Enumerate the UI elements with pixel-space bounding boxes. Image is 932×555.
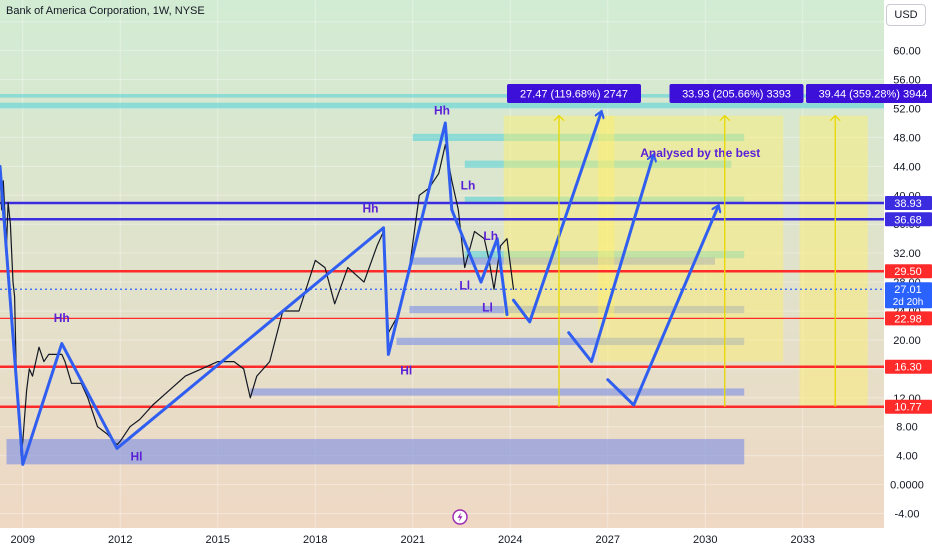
- x-tick-label: 2033: [791, 534, 815, 546]
- y-tick-label: 8.00: [896, 422, 917, 434]
- price-zone: [464, 250, 745, 259]
- measure-label: 27.47 (119.68%) 2747: [520, 89, 628, 101]
- y-tick-label: 60.00: [893, 46, 921, 58]
- price-tag-label: 29.50: [894, 266, 922, 278]
- pattern-label: Analysed by the best: [640, 146, 760, 160]
- price-zone: [0, 102, 884, 109]
- pattern-label: Hl: [400, 364, 412, 378]
- x-tick-label: 2009: [11, 534, 35, 546]
- time-axis-background: [0, 528, 932, 550]
- price-tag: [885, 282, 932, 309]
- price-zone: [0, 94, 884, 98]
- price-tag-label: 27.01: [894, 284, 922, 296]
- y-tick-label: 4.00: [896, 451, 917, 463]
- price-tag: [885, 264, 932, 279]
- measure-arrow: [553, 114, 565, 122]
- y-tick-label: 32.00: [893, 248, 921, 260]
- price-tag: [885, 311, 932, 326]
- y-tick-label: 0.0000: [890, 480, 924, 492]
- lightning-icon[interactable]: [452, 509, 468, 525]
- pattern-label: Hl: [131, 450, 143, 464]
- y-tick-label: -4.00: [894, 509, 919, 521]
- chart-title: Bank of America Corporation, 1W, NYSE: [6, 5, 205, 17]
- price-zone: [396, 337, 745, 346]
- measure-label-box: [507, 84, 641, 104]
- price-tag-label: 16.30: [894, 362, 922, 374]
- pattern-label: Lh: [483, 229, 498, 243]
- price-tag: [885, 196, 932, 211]
- projection-box: [799, 115, 868, 407]
- x-tick-label: 2018: [303, 534, 327, 546]
- pattern-label: Ll: [459, 278, 470, 292]
- pattern-label: Lh: [461, 179, 476, 193]
- price-tag-countdown: 2d 20h: [893, 297, 924, 308]
- y-tick-label: 48.00: [893, 132, 921, 144]
- price-zone: [409, 305, 745, 314]
- price-zone: [412, 133, 745, 142]
- price-tag: [885, 399, 932, 414]
- x-tick-label: 2027: [596, 534, 620, 546]
- price-tag-label: 10.77: [894, 402, 922, 414]
- measure-label-box: [669, 84, 804, 104]
- x-tick-label: 2030: [693, 534, 717, 546]
- measure-label: 39.44 (359.28%) 3944: [819, 89, 928, 101]
- price-tag-label: 36.68: [894, 214, 922, 226]
- y-tick-label: 44.00: [893, 161, 921, 173]
- pattern-zigzag-line: [0, 121, 509, 466]
- pattern-label: Hh: [363, 202, 379, 216]
- price-tag-label: 22.98: [894, 313, 922, 325]
- currency-button[interactable]: USD: [886, 4, 926, 26]
- measure-arrow: [719, 114, 731, 122]
- measure-label-box: [806, 84, 932, 104]
- x-tick-label: 2021: [401, 534, 425, 546]
- price-tag-label: 38.93: [894, 198, 922, 210]
- price-tag: [885, 359, 932, 374]
- measure-arrow: [829, 114, 841, 122]
- price-zone: [464, 160, 732, 168]
- x-tick-label: 2015: [206, 534, 230, 546]
- projection-arrow: [606, 206, 719, 407]
- price-zone: [464, 196, 745, 204]
- price-zone: [6, 439, 745, 465]
- measure-label: 33.93 (205.66%) 3393: [682, 89, 791, 101]
- y-tick-label: 20.00: [893, 335, 921, 347]
- x-tick-label: 2024: [498, 534, 522, 546]
- x-tick-label: 2012: [108, 534, 132, 546]
- pattern-label: Ll: [482, 301, 493, 315]
- price-zone: [409, 257, 715, 265]
- pattern-label: Hh: [54, 311, 70, 325]
- projection-arrow: [512, 112, 602, 324]
- y-tick-label: 56.00: [893, 75, 921, 87]
- y-tick-label: 52.00: [893, 103, 921, 115]
- pattern-label: Hh: [434, 103, 450, 117]
- price-tag: [885, 212, 932, 227]
- price-zone: [250, 388, 745, 396]
- projection-arrow: [567, 156, 654, 364]
